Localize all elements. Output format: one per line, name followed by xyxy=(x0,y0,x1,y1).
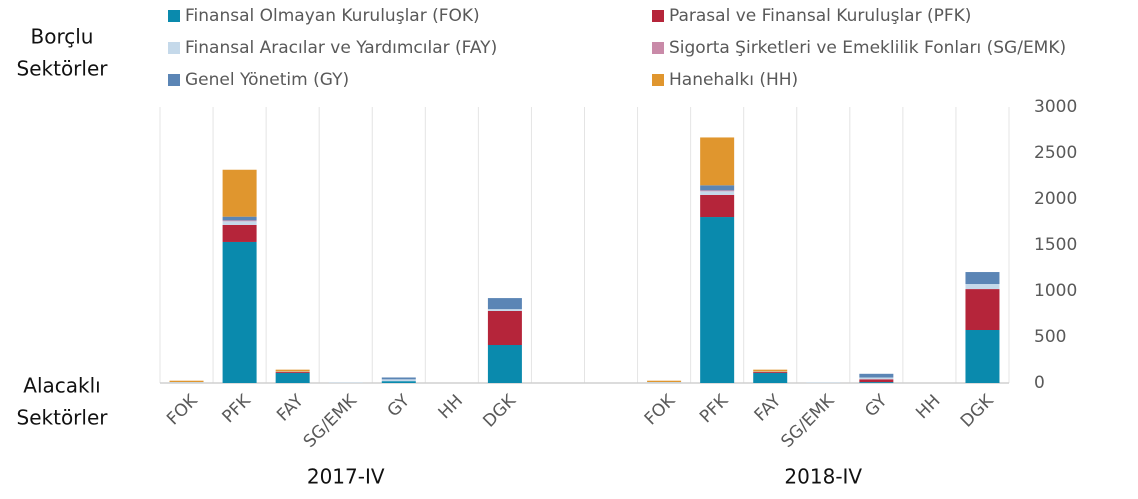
bar-segment xyxy=(965,330,999,383)
bar-segment xyxy=(382,377,416,379)
x-tick-label: FOK xyxy=(641,390,680,429)
group-label: 2018-IV xyxy=(784,465,862,489)
bar-segment xyxy=(965,272,999,284)
x-tick-label: GY xyxy=(384,390,415,421)
bar-segment xyxy=(223,221,257,225)
creditor-label-2: Sektörler xyxy=(17,406,109,430)
legend-swatch xyxy=(652,42,664,54)
bar-segment xyxy=(223,220,257,221)
bar-segment xyxy=(488,298,522,309)
bar-segment xyxy=(223,225,257,242)
x-tick-label: FAY xyxy=(751,391,786,426)
bar-segment xyxy=(700,217,734,383)
y-tick-label: 0 xyxy=(1034,373,1045,393)
bar-segment xyxy=(488,345,522,383)
y-tick-label: 2000 xyxy=(1034,189,1077,209)
legend-label: Parasal ve Finansal Kuruluşlar (PFK) xyxy=(669,6,971,26)
creditor-label-1: Alacaklı xyxy=(23,374,100,398)
legend-label: Finansal Aracılar ve Yardımcılar (FAY) xyxy=(185,38,497,58)
legend-swatch xyxy=(652,10,664,22)
legend-label: Sigorta Şirketleri ve Emeklilik Fonları … xyxy=(669,38,1066,58)
y-tick-label: 500 xyxy=(1034,327,1066,347)
y-tick-label: 3000 xyxy=(1034,97,1077,117)
legend-swatch xyxy=(168,42,180,54)
bar-segment xyxy=(223,217,257,221)
debtor-label-2: Sektörler xyxy=(17,57,109,81)
x-tick-label: HH xyxy=(435,391,467,423)
x-tick-label: DGK xyxy=(479,390,520,431)
bar-segment xyxy=(223,170,257,217)
bar-segment xyxy=(859,377,893,379)
bar-segment xyxy=(753,372,787,373)
debtor-label-1: Borçlu xyxy=(31,25,94,49)
bar-segment xyxy=(859,374,893,378)
bar-segment xyxy=(700,195,734,217)
x-tick-label: DGK xyxy=(957,390,998,431)
bar-segment xyxy=(382,379,416,381)
y-tick-label: 2500 xyxy=(1034,143,1077,163)
y-tick-label: 1500 xyxy=(1034,235,1077,255)
bar-segment xyxy=(859,379,893,382)
bar-segment xyxy=(647,382,681,383)
bar-segment xyxy=(647,381,681,382)
legend-swatch xyxy=(168,74,180,86)
y-tick-label: 1000 xyxy=(1034,281,1077,301)
x-tick-label: PFK xyxy=(218,390,255,427)
bar-segment xyxy=(859,382,893,383)
bar-segment xyxy=(700,191,734,195)
x-tick-label: SG/EMK xyxy=(300,390,362,452)
group-label: 2017-IV xyxy=(307,465,385,489)
legend-label: Genel Yönetim (GY) xyxy=(185,70,349,90)
bar-segment xyxy=(276,370,310,372)
bar-segment xyxy=(382,381,416,383)
bar-segment xyxy=(276,372,310,373)
bar-segment xyxy=(223,242,257,383)
bar-segment xyxy=(965,284,999,289)
legend-swatch xyxy=(652,74,664,86)
bar-segment xyxy=(965,289,999,330)
bar-segment xyxy=(700,190,734,191)
legend-swatch xyxy=(168,10,180,22)
legend-label: Hanehalkı (HH) xyxy=(669,70,798,90)
bar-segment xyxy=(170,381,204,382)
bar-segment xyxy=(700,185,734,190)
bar-segment xyxy=(753,373,787,383)
bar-segment xyxy=(488,309,522,311)
bar-segment xyxy=(276,373,310,383)
bar-segment xyxy=(700,137,734,185)
bar-segment xyxy=(753,370,787,372)
legend-label: Finansal Olmayan Kuruluşlar (FOK) xyxy=(185,6,480,26)
x-tick-label: FAY xyxy=(273,391,308,426)
x-tick-label: FOK xyxy=(163,390,202,429)
bar-segment xyxy=(488,311,522,345)
x-tick-label: PFK xyxy=(696,390,733,427)
x-tick-label: SG/EMK xyxy=(777,390,839,452)
x-tick-label: GY xyxy=(861,390,892,421)
bar-segment xyxy=(170,382,204,383)
x-tick-label: HH xyxy=(912,391,944,423)
